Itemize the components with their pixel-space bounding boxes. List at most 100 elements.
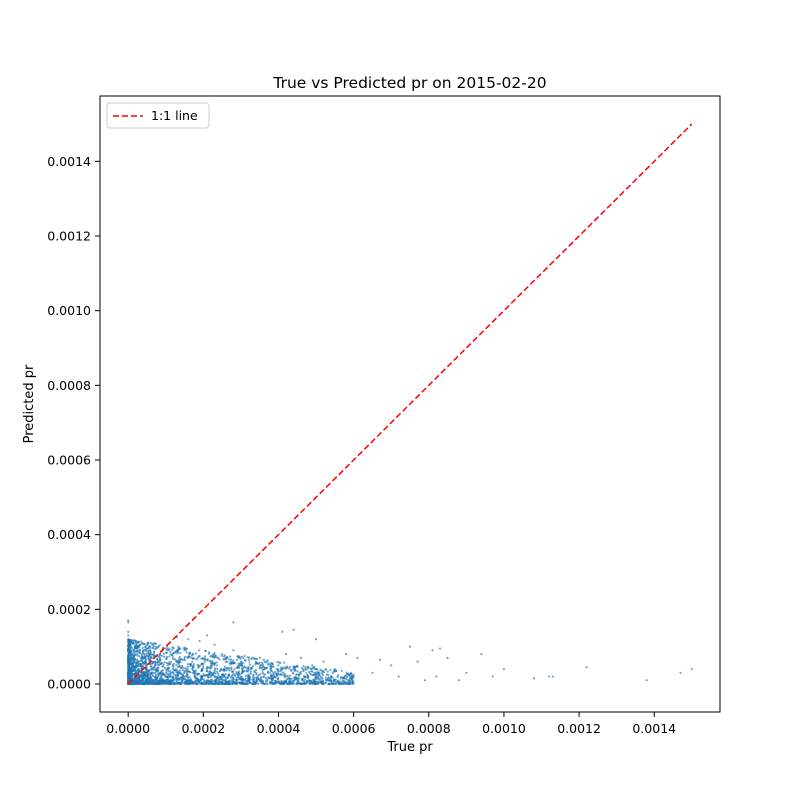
scatter-point [136, 654, 139, 657]
scatter-point [215, 664, 219, 667]
scatter-point [272, 679, 275, 682]
scatter-point [194, 652, 197, 655]
scatter-point [238, 656, 241, 659]
scatter-point [144, 663, 148, 667]
scatter-point [154, 675, 157, 678]
scatter-point [261, 682, 264, 685]
scatter-point [151, 675, 155, 678]
scatter-point [143, 681, 146, 684]
scatter-point [165, 668, 168, 671]
scatter-point [200, 669, 203, 673]
y-tick-label: 0.0002 [47, 602, 91, 617]
scatter-point [165, 670, 168, 674]
scatter-point [211, 674, 214, 677]
scatter-point [241, 671, 244, 674]
scatter-point [202, 673, 205, 676]
scatter-point [189, 656, 192, 659]
scatter-point [334, 680, 337, 683]
scatter-point [220, 677, 224, 680]
scatter-point [296, 670, 299, 673]
scatter-point [149, 676, 152, 679]
chart-title: True vs Predicted pr on 2015-02-20 [272, 74, 546, 92]
scatter-point [244, 666, 248, 669]
scatter-point [282, 667, 285, 670]
scatter-point [136, 676, 139, 679]
scatter-point [263, 673, 267, 676]
scatter-point [322, 671, 326, 674]
scatter-point [270, 676, 274, 679]
scatter-point [192, 663, 196, 666]
scatter-point [134, 678, 138, 681]
scatter-point [291, 679, 294, 682]
scatter-point [139, 663, 142, 666]
plot-frame [99, 95, 721, 713]
scatter-point [320, 672, 323, 675]
scatter-point [163, 661, 166, 664]
scatter-point [185, 672, 189, 675]
scatter-point [199, 679, 202, 682]
scatter-point [300, 666, 304, 670]
scatter-point [142, 657, 145, 660]
scatter-point [254, 663, 257, 666]
scatter-point [144, 649, 147, 652]
scatter-point [133, 673, 137, 676]
scatter-point [228, 667, 231, 670]
scatter-point [127, 664, 130, 667]
scatter-point [254, 657, 257, 661]
scatter-point [127, 641, 130, 644]
scatter-point [278, 682, 282, 685]
scatter-point [160, 670, 163, 673]
scatter-point [171, 656, 175, 659]
scatter-point [189, 662, 192, 666]
scatter-point [423, 679, 427, 682]
scatter-point [148, 678, 151, 681]
scatter-point [134, 670, 137, 673]
scatter-point [180, 678, 183, 681]
scatter-point [336, 674, 340, 677]
scatter-point [249, 681, 253, 684]
scatter-point [227, 658, 231, 661]
scatter-point [221, 682, 224, 686]
scatter-point [139, 675, 142, 678]
scatter-point [416, 660, 419, 663]
scatter-point [136, 660, 140, 663]
scatter-point [147, 675, 150, 679]
scatter-point [140, 679, 143, 682]
scatter-point [260, 661, 264, 664]
scatter-point [212, 656, 215, 659]
scatter-point [283, 675, 286, 678]
scatter-point [239, 657, 242, 660]
scatter-point [309, 667, 313, 670]
scatter-point [177, 674, 180, 677]
scatter-point [132, 654, 136, 658]
scatter-point [134, 658, 137, 662]
scatter-point [157, 679, 160, 682]
scatter-point [171, 648, 174, 651]
scatter-point [165, 657, 168, 660]
scatter-point [185, 651, 188, 654]
scatter-point [192, 681, 195, 685]
scatter-point [259, 664, 262, 667]
scatter-point [154, 642, 157, 645]
scatter-point [200, 662, 204, 665]
scatter-point [152, 661, 155, 664]
scatter-point [221, 653, 224, 656]
scatter-point [167, 662, 170, 666]
scatter-point [158, 672, 162, 675]
scatter-point [332, 682, 335, 685]
scatter-point [140, 659, 143, 662]
scatter-point [435, 675, 438, 678]
scatter-point [228, 669, 231, 672]
scatter-point [197, 680, 201, 684]
scatter-point [220, 680, 224, 684]
scatter-point [243, 654, 246, 658]
scatter-point [336, 680, 339, 683]
scatter-point [532, 677, 536, 680]
scatter-point [205, 634, 209, 637]
scatter-point [171, 675, 175, 678]
x-tick-label: 0.0008 [407, 721, 451, 736]
x-tick-label: 0.0000 [106, 721, 150, 736]
scatter-point [292, 628, 295, 631]
scatter-point [162, 652, 165, 655]
x-tick-label: 0.0002 [181, 721, 225, 736]
